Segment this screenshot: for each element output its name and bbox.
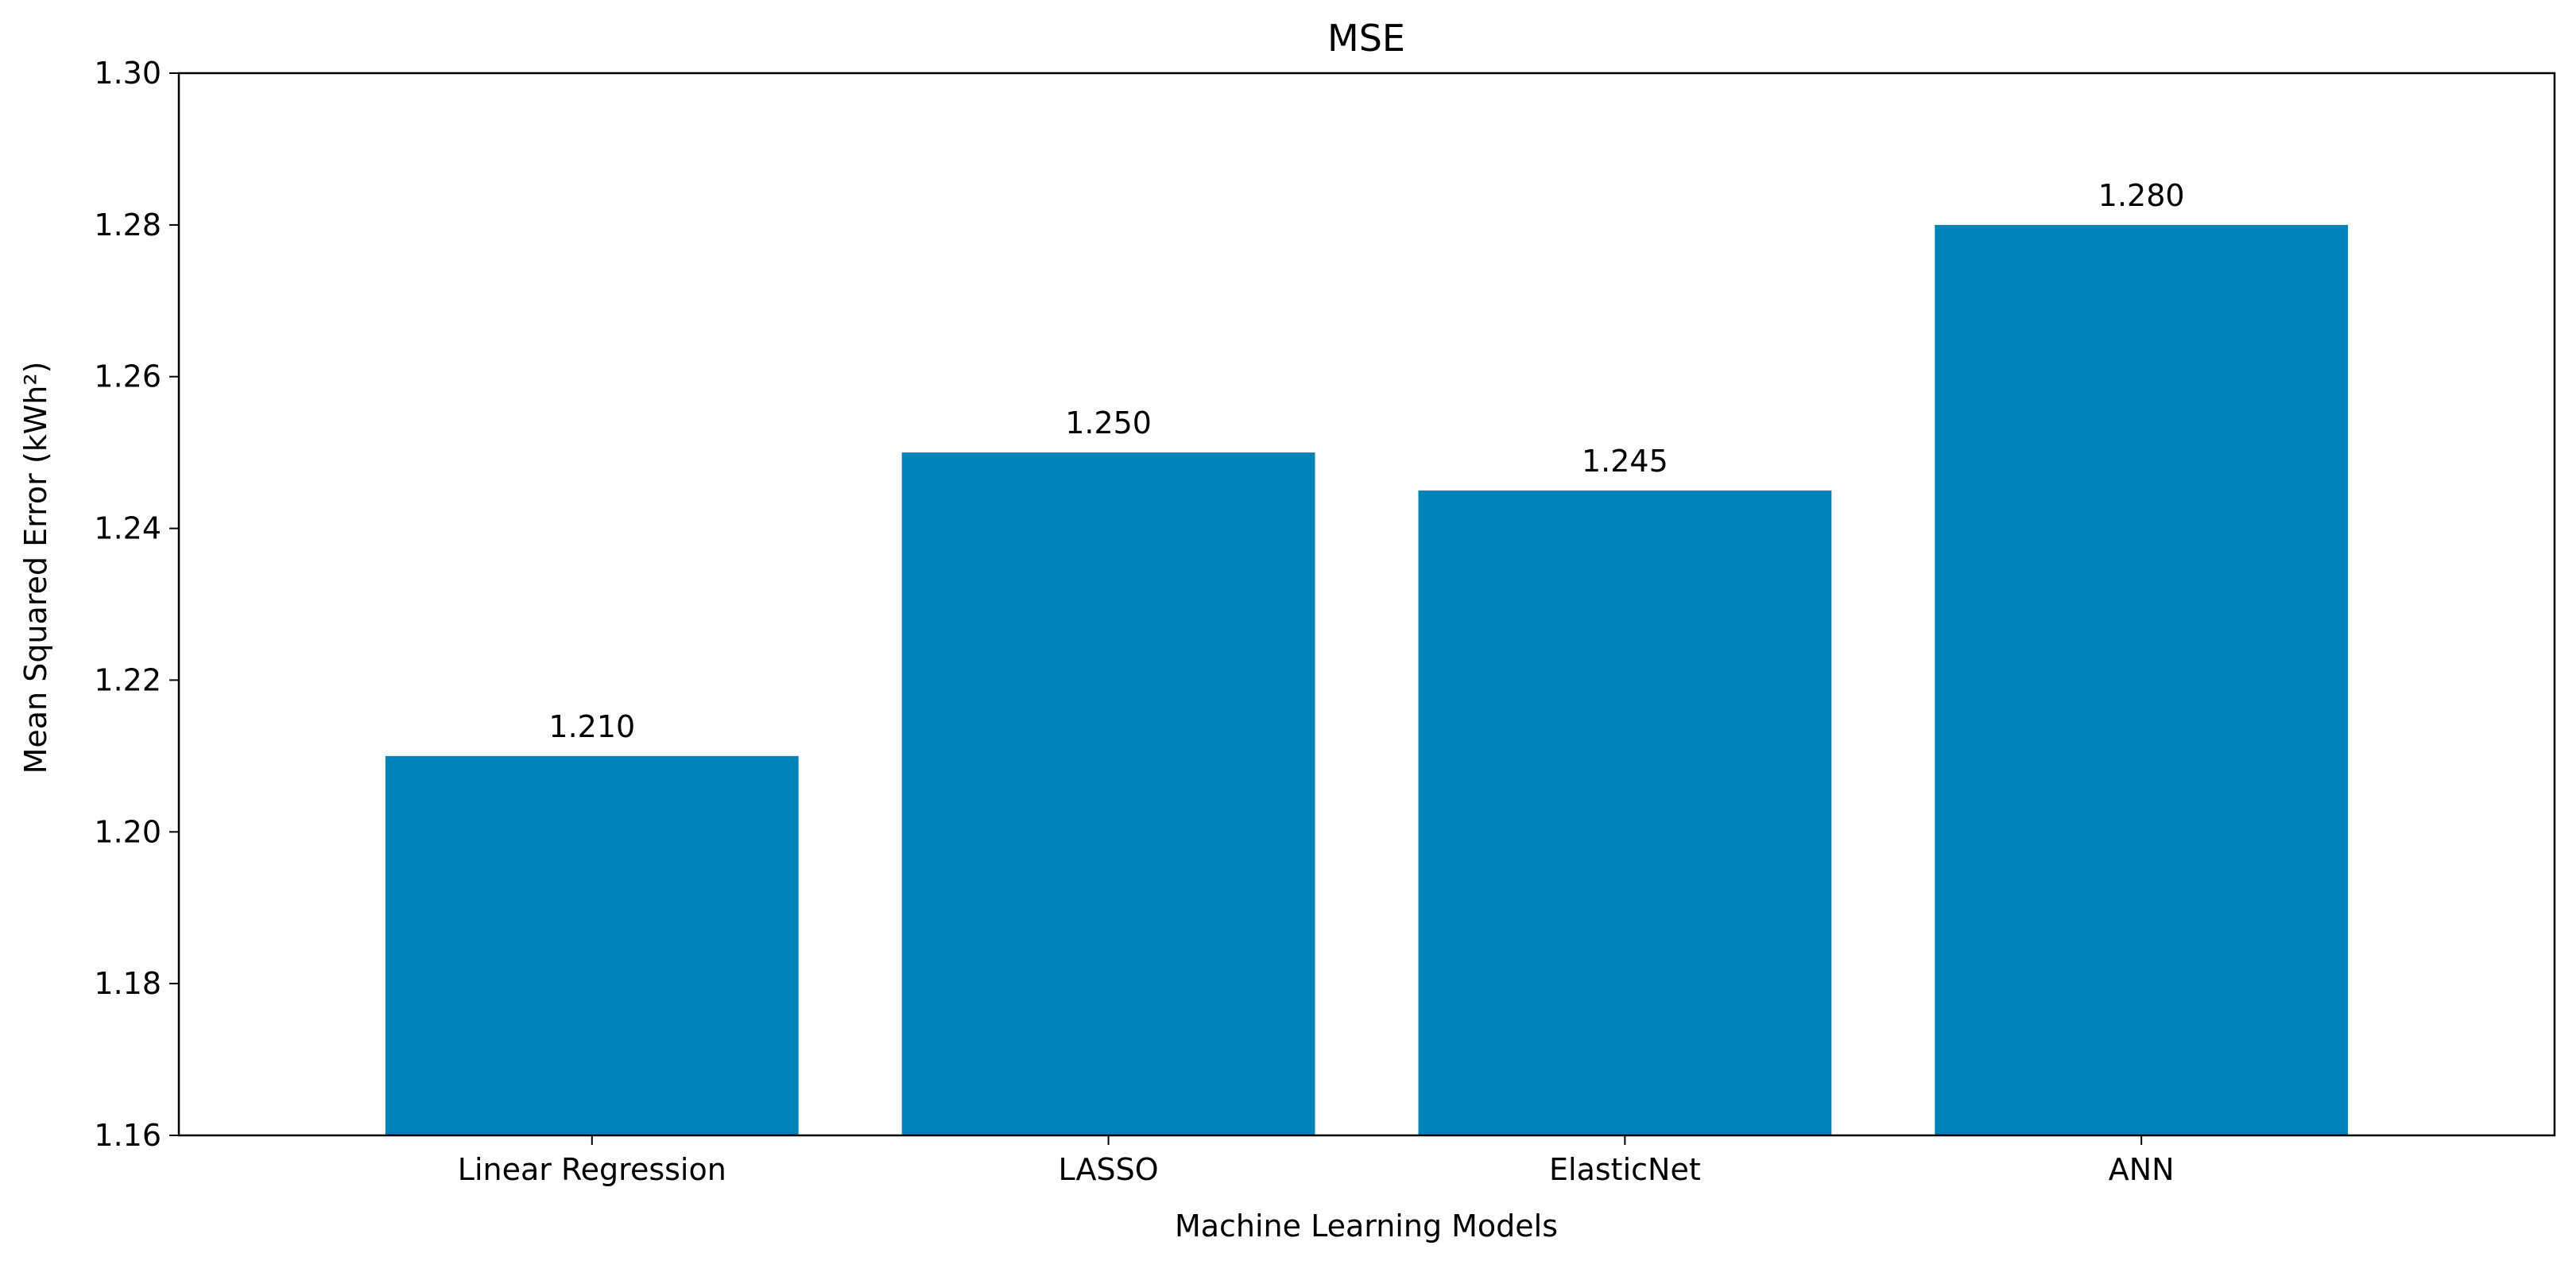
y-tick-label: 1.24 <box>94 511 161 546</box>
plot-frame <box>177 72 2556 1137</box>
y-tick-label: 1.30 <box>94 56 161 91</box>
y-tick-label: 1.28 <box>94 208 161 242</box>
bar-value-label: 1.245 <box>1582 444 1668 479</box>
x-tick-label: Linear Regression <box>458 1152 726 1187</box>
bar <box>1935 224 2349 1135</box>
bar <box>385 755 799 1135</box>
y-tick-label: 1.20 <box>94 814 161 849</box>
y-axis-title: Mean Squared Error (kWh²) <box>18 362 53 774</box>
bar <box>901 452 1315 1135</box>
bar-value-label: 1.250 <box>1065 405 1152 440</box>
y-tick-label: 1.26 <box>94 359 161 394</box>
bar <box>1418 490 1832 1135</box>
chart-title: MSE <box>1327 17 1405 60</box>
x-tick-label: ElasticNet <box>1549 1152 1701 1187</box>
x-tick-label: LASSO <box>1058 1152 1158 1187</box>
y-tick-label: 1.22 <box>94 662 161 697</box>
y-tick-label: 1.16 <box>94 1118 161 1153</box>
plot-area: 1.210 Linear Regression 1.250 LASSO 1.245 Ela… <box>94 56 2556 1187</box>
bar-value-label: 1.210 <box>548 709 635 744</box>
x-tick-label: ANN <box>2109 1152 2175 1187</box>
y-tick-label: 1.18 <box>94 966 161 1001</box>
x-axis-title: Machine Learning Models <box>1175 1209 1558 1244</box>
bar-value-label: 1.280 <box>2098 178 2185 213</box>
